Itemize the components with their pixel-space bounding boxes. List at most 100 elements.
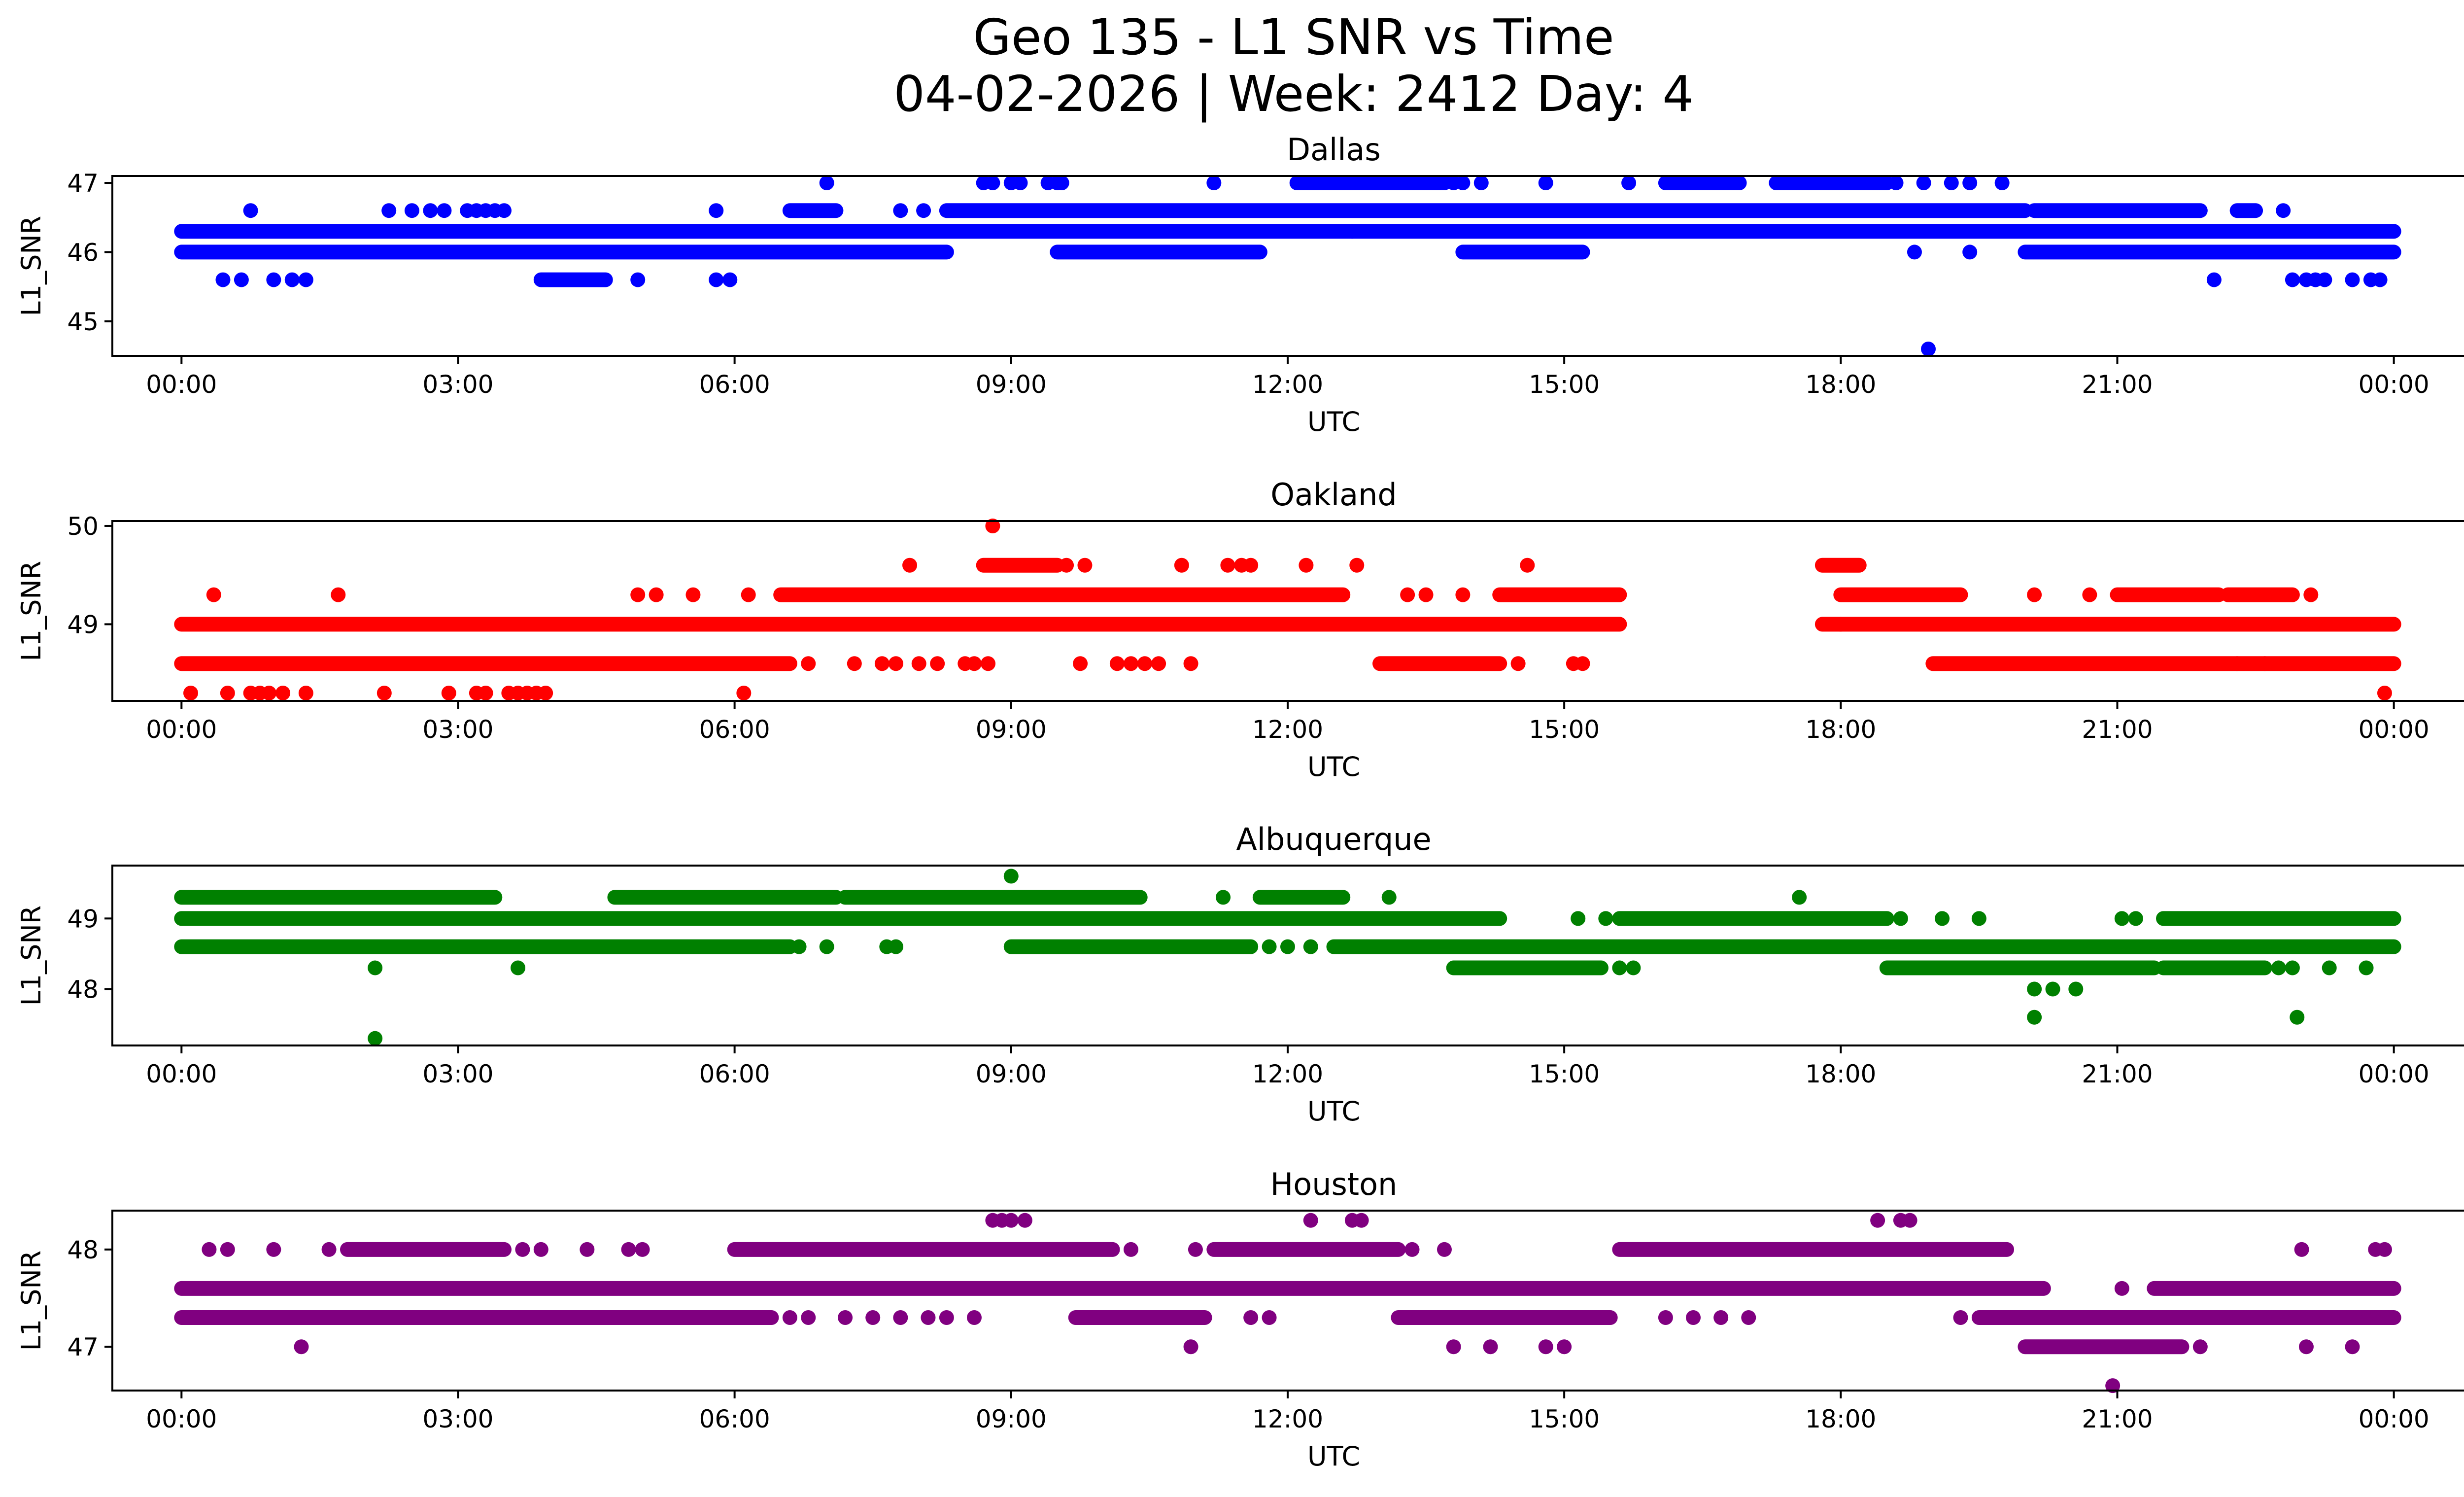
chart-title-line-1: Geo 135 - L1 SNR vs Time (973, 8, 1614, 66)
data-run (174, 244, 954, 260)
data-point (2105, 1378, 2121, 1393)
data-point (1003, 869, 1019, 884)
y-tick-label: 48 (67, 1236, 99, 1264)
data-point (1994, 175, 2010, 191)
data-point (1446, 1339, 1461, 1355)
x-axis-label: UTC (1307, 406, 1360, 437)
x-tick-label: 18:00 (1805, 715, 1876, 744)
data-point (2285, 272, 2300, 287)
data-point (202, 1242, 217, 1257)
x-tick-label: 21:00 (2082, 370, 2153, 399)
data-run (174, 890, 503, 905)
x-tick-label: 03:00 (422, 715, 493, 744)
data-point (1059, 557, 1074, 573)
data-point (981, 656, 996, 671)
x-tick-label: 21:00 (2082, 1405, 2153, 1433)
data-point (1621, 175, 1637, 191)
panel-oakland: Oakland 00:00 03:00 06:00 09:00 12:00 15:00 18:… (16, 477, 2464, 782)
data-point (630, 587, 646, 602)
data-run (1814, 617, 2401, 632)
x-tick-label: 03:00 (422, 370, 493, 399)
data-run (1925, 656, 2401, 671)
data-run (174, 617, 1627, 632)
data-run (1612, 911, 1894, 926)
x-tick-label: 12:00 (1252, 715, 1323, 744)
panel-title: Dallas (1287, 132, 1380, 168)
data-point (1137, 656, 1153, 671)
data-point (1188, 1242, 1203, 1257)
data-point (1962, 175, 1978, 191)
data-point (1174, 557, 1189, 573)
data-point (404, 203, 419, 218)
data-run (1391, 1310, 1618, 1325)
data-point (1888, 175, 1904, 191)
x-tick-label: 12:00 (1252, 1060, 1323, 1088)
data-point (801, 1310, 816, 1325)
data-run (773, 587, 1351, 602)
y-axis-label: L1_SNR (16, 1251, 47, 1351)
data-point (284, 272, 300, 287)
data-point (2322, 960, 2337, 975)
data-point (2345, 272, 2360, 287)
data-point (266, 1242, 281, 1257)
panel-dallas: Dallas 00:00 03:00 06:00 09:00 12:00 15:00 18:0… (16, 132, 2464, 437)
data-point (1833, 617, 1848, 632)
data-point (220, 686, 235, 701)
data-point (838, 1310, 853, 1325)
data-point (478, 686, 493, 701)
data-run (976, 557, 1065, 573)
data-point (206, 587, 221, 602)
data-run (174, 1281, 2051, 1296)
data-point (1686, 1310, 1701, 1325)
y-axis-label: L1_SNR (16, 561, 47, 661)
panel-houston: Houston 00:00 03:00 06:00 09:00 12:00 15:00 18:… (16, 1166, 2464, 1472)
data-point (2027, 587, 2042, 602)
data-point (511, 960, 526, 975)
chart-title-line-2: 04-02-2026 | Week: 2412 Day: 4 (893, 65, 1693, 123)
data-point (220, 1242, 235, 1257)
data-point (183, 686, 198, 701)
x-axis-label: UTC (1307, 1096, 1360, 1127)
x-tick-label: 06:00 (699, 370, 770, 399)
data-point (649, 587, 664, 602)
data-run (174, 656, 797, 671)
data-point (1538, 175, 1553, 191)
x-tick-label: 21:00 (2082, 715, 2153, 744)
data-point (1183, 1339, 1198, 1355)
data-point (1473, 175, 1489, 191)
data-run (2156, 911, 2401, 926)
data-point (1303, 939, 1318, 954)
data-point (2317, 272, 2332, 287)
data-point (2271, 960, 2286, 975)
x-tick-label: 09:00 (976, 1060, 1047, 1088)
data-point (215, 272, 231, 287)
axes-frame (111, 1210, 2464, 1392)
data-point (298, 686, 313, 701)
x-tick-label: 06:00 (699, 1060, 770, 1088)
data-point (819, 939, 834, 954)
data-point (2377, 1242, 2392, 1257)
x-tick-label: 00:00 (146, 1060, 217, 1088)
data-point (736, 686, 752, 701)
data-run (174, 939, 797, 954)
y-tick-label: 46 (67, 238, 99, 267)
data-point (874, 656, 890, 671)
data-run (1050, 244, 1267, 260)
data-point (2372, 272, 2388, 287)
data-point (2068, 981, 2084, 997)
data-point (966, 656, 982, 671)
data-point (2114, 1281, 2129, 1296)
x-tick-label: 06:00 (699, 715, 770, 744)
data-point (1243, 557, 1259, 573)
data-point (1870, 1213, 1885, 1228)
data-point (2082, 587, 2097, 602)
data-point (1713, 1310, 1729, 1325)
x-tick-label: 21:00 (2082, 1060, 2153, 1088)
data-run (1326, 939, 2401, 954)
data-point (580, 1242, 595, 1257)
x-tick-label: 18:00 (1805, 1060, 1876, 1088)
data-point (1299, 557, 1314, 573)
data-point (1344, 224, 1360, 239)
data-point (1017, 1213, 1032, 1228)
data-run (1612, 1242, 2015, 1257)
